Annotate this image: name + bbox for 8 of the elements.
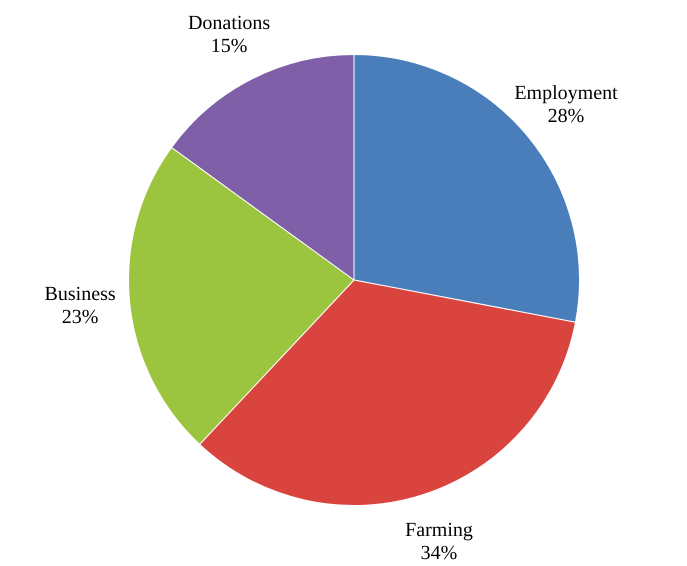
slice-label: Farming — [405, 518, 473, 541]
data-label: 34% — [420, 542, 458, 564]
slice-label: Business — [44, 283, 116, 306]
slice-label: Donations — [188, 12, 270, 34]
data-label: 15% — [210, 35, 248, 58]
data-label: 23% — [62, 306, 98, 328]
slice-label: Employment — [514, 82, 618, 104]
data-label: 28% — [548, 104, 584, 127]
